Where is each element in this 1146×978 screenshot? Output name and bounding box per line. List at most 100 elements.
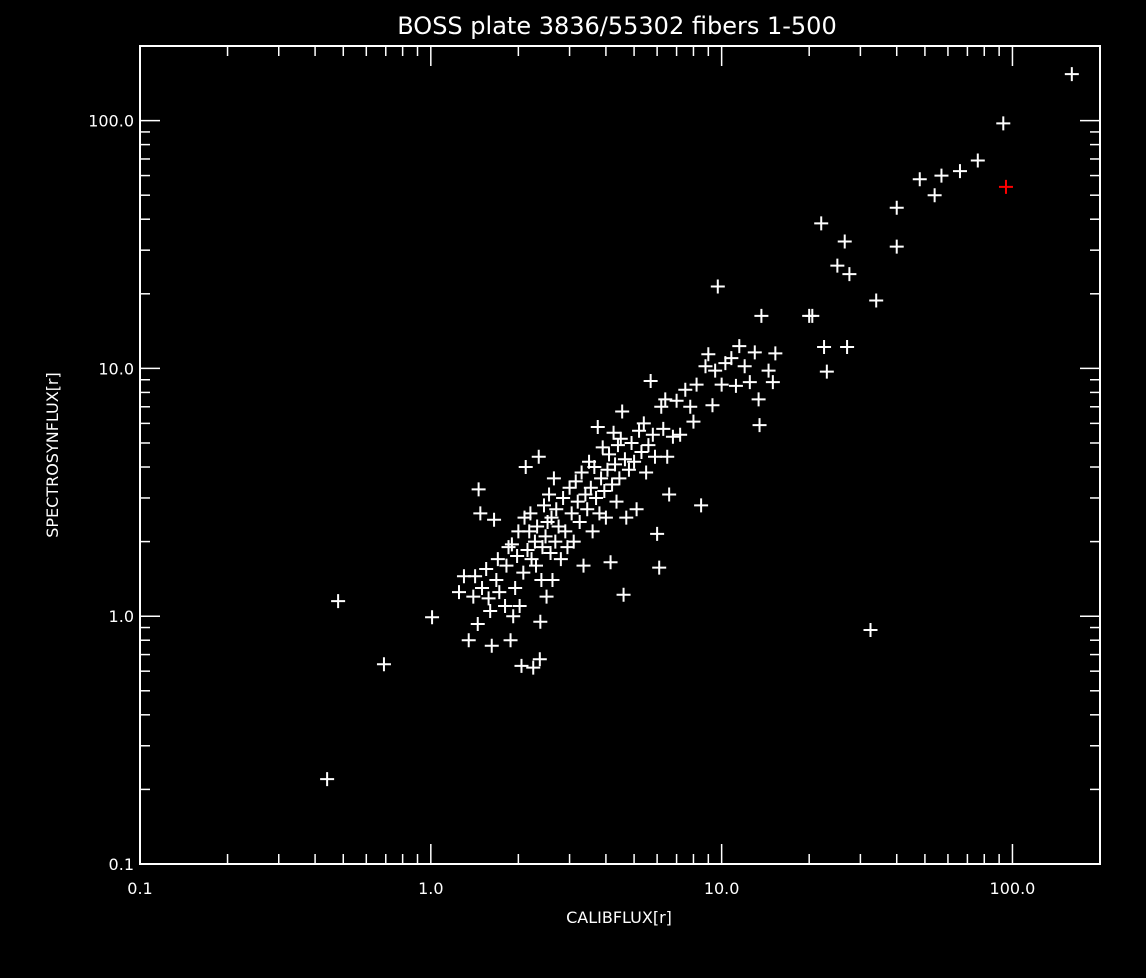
- data-point: [805, 308, 820, 323]
- data-point: [522, 524, 537, 539]
- data-point: [613, 431, 628, 446]
- data-point: [724, 351, 739, 366]
- data-point: [595, 440, 610, 455]
- data-point: [710, 279, 725, 294]
- data-point: [545, 572, 560, 587]
- data-point: [576, 558, 591, 573]
- data-point: [498, 598, 513, 613]
- data-point: [669, 393, 684, 408]
- data-point: [594, 471, 609, 486]
- data-point: [543, 545, 558, 560]
- data-point: [840, 339, 855, 354]
- data-point: [606, 425, 621, 440]
- data-point: [572, 514, 587, 529]
- data-point: [641, 438, 656, 453]
- data-point: [558, 524, 573, 539]
- x-tick-label: 1.0: [418, 879, 443, 898]
- data-point: [998, 179, 1013, 194]
- data-point: [535, 540, 550, 555]
- data-point: [549, 502, 564, 517]
- data-point: [647, 449, 662, 464]
- data-point: [768, 346, 783, 361]
- data-point: [1064, 67, 1079, 82]
- data-point: [837, 234, 852, 249]
- axis-ticks: [139, 45, 1101, 865]
- data-point: [503, 633, 518, 648]
- data-point: [566, 534, 581, 549]
- data-point: [819, 364, 834, 379]
- data-point: [708, 363, 723, 378]
- data-point: [615, 404, 630, 419]
- data-point: [539, 589, 554, 604]
- data-point: [600, 462, 615, 477]
- data-point: [562, 480, 577, 495]
- y-tick-label: 0.1: [109, 855, 134, 874]
- data-point: [701, 347, 716, 362]
- data-point: [658, 392, 673, 407]
- y-axis-label: SPECTROSYNFLUX[r]: [43, 372, 62, 538]
- data-point: [889, 239, 904, 254]
- data-point: [532, 652, 547, 667]
- data-point: [927, 188, 942, 203]
- data-point: [530, 519, 545, 534]
- data-point: [652, 560, 667, 575]
- data-point: [589, 490, 604, 505]
- data-point: [553, 552, 568, 567]
- data-point: [475, 580, 490, 595]
- data-point: [634, 444, 649, 459]
- data-point: [489, 572, 504, 587]
- data-point: [752, 418, 767, 433]
- data-point: [468, 569, 483, 584]
- data-point: [636, 416, 651, 431]
- data-point: [970, 153, 985, 168]
- data-point: [629, 502, 644, 517]
- data-point: [608, 457, 623, 472]
- data-point: [461, 633, 476, 648]
- data-point: [548, 534, 563, 549]
- data-point: [617, 452, 632, 467]
- data-point: [665, 429, 680, 444]
- data-point: [686, 414, 701, 429]
- data-point: [673, 427, 688, 442]
- data-point: [869, 293, 884, 308]
- data-point: [504, 537, 519, 552]
- data-point: [470, 617, 485, 632]
- data-points: [320, 67, 1079, 787]
- tick-labels: 0.1 1.0 10.0 100.0 0.1 1.0 10.0 100.0: [88, 112, 1035, 898]
- data-point: [483, 603, 498, 618]
- data-point: [678, 382, 693, 397]
- data-point: [698, 359, 713, 374]
- data-point: [529, 558, 544, 573]
- data-point: [526, 660, 541, 675]
- data-point: [516, 565, 531, 580]
- data-point: [466, 589, 481, 604]
- data-point: [570, 494, 585, 509]
- data-point: [518, 460, 533, 475]
- data-point: [624, 435, 639, 450]
- data-point: [574, 465, 589, 480]
- x-tick-label: 10.0: [704, 879, 740, 898]
- data-point: [568, 474, 583, 489]
- data-point: [612, 471, 627, 486]
- data-point: [737, 359, 752, 374]
- data-point: [602, 447, 617, 462]
- data-point: [452, 585, 467, 600]
- data-point: [487, 512, 502, 527]
- data-point: [533, 614, 548, 629]
- data-point: [320, 772, 335, 787]
- data-point: [705, 398, 720, 413]
- data-point: [542, 487, 557, 502]
- data-point: [331, 594, 346, 609]
- data-point: [830, 258, 845, 273]
- data-point: [689, 377, 704, 392]
- data-point: [597, 484, 612, 499]
- data-point: [863, 622, 878, 637]
- data-point: [514, 658, 529, 673]
- data-point: [754, 308, 769, 323]
- data-point: [842, 267, 857, 282]
- data-point: [506, 609, 521, 624]
- y-tick-label: 1.0: [109, 607, 134, 626]
- data-point: [728, 378, 743, 393]
